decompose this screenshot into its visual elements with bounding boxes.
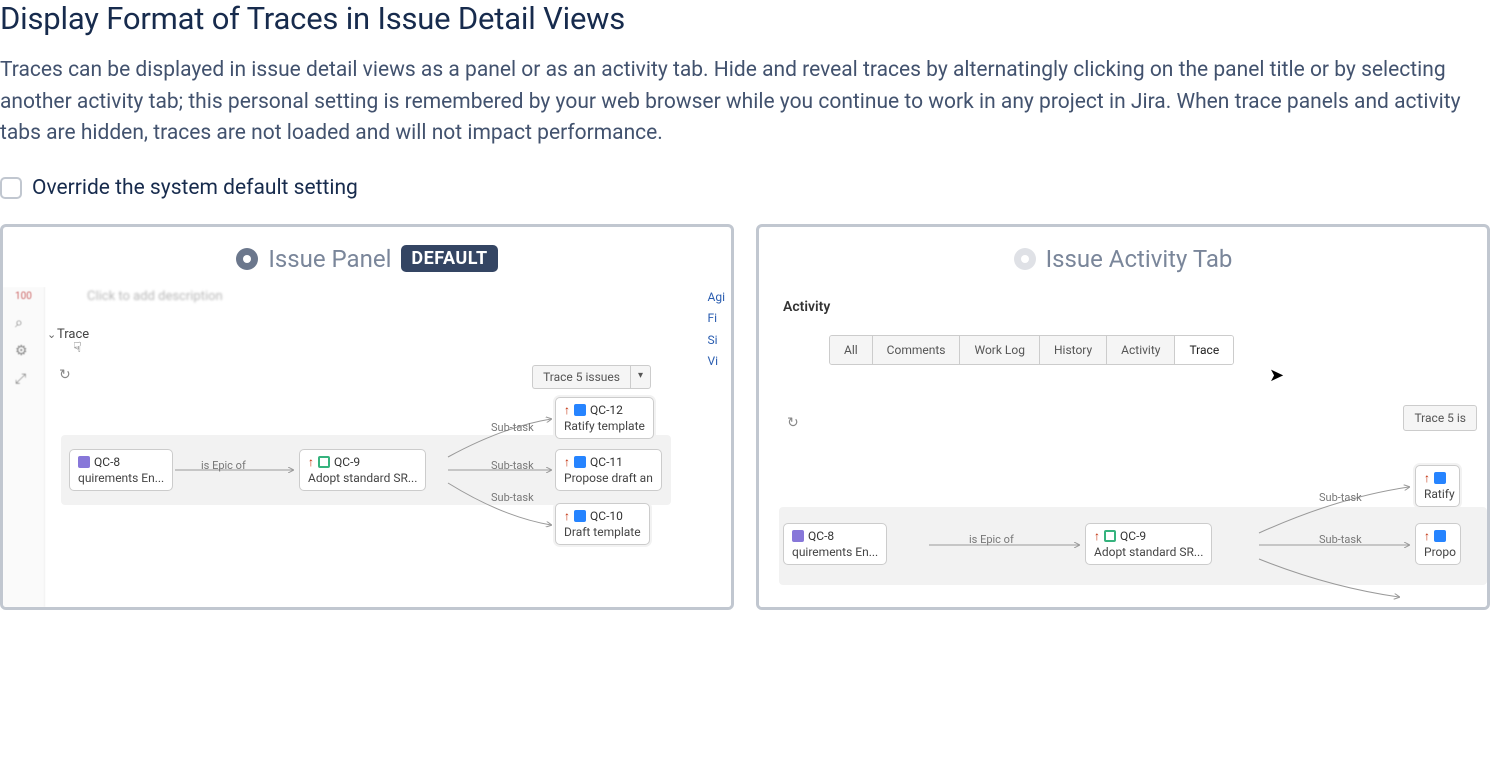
rail-label: 100 [15, 291, 33, 305]
override-checkbox[interactable] [0, 177, 22, 199]
option-header: Issue Activity Tab [759, 227, 1487, 287]
subtask-icon [574, 404, 586, 416]
tab-activity: Activity [1107, 336, 1175, 364]
trace-count-label: Trace 5 issues [532, 365, 630, 389]
tab-history: History [1040, 336, 1107, 364]
node-key: QC-8 [94, 455, 120, 469]
node-title: Propo [1424, 545, 1456, 559]
trace-count-button: Trace 5 issues ▾ [532, 365, 651, 389]
trace-node-qc11: ↑ QC-11 Propose draft an [555, 449, 662, 491]
radio-dot-icon [243, 255, 251, 263]
chevron-down-icon: ⌄ [47, 328, 56, 341]
link-item: Agi [708, 287, 725, 309]
trace-node-qc8: QC-8 quirements En... [69, 449, 173, 491]
subtask-icon [574, 510, 586, 522]
radio-issue-panel[interactable] [236, 248, 258, 270]
subtask-icon [1434, 472, 1446, 484]
radio-issue-activity-tab[interactable] [1014, 248, 1036, 270]
priority-icon: ↑ [1424, 471, 1430, 485]
priority-icon: ↑ [564, 509, 570, 523]
preview-left-rail: 100 ⌕ ⚙ ⤢ [3, 287, 45, 607]
option-title: Issue Panel [268, 245, 391, 273]
edge-label: is Epic of [201, 459, 246, 472]
subtask-icon [1434, 530, 1446, 542]
node-key: QC-11 [590, 455, 623, 469]
priority-icon: ↑ [564, 403, 570, 417]
option-issue-activity-tab[interactable]: Issue Activity Tab Activity All Comments… [756, 224, 1490, 610]
trace-node-partial-1: ↑ Ratify [1415, 465, 1460, 507]
trace-node-qc9: ↑ QC-9 Adopt standard SR... [299, 449, 426, 491]
radio-dot-icon [1021, 255, 1029, 263]
override-setting-row: Override the system default setting [0, 176, 1490, 200]
trace-node-qc10: ↑ QC-10 Draft template [555, 503, 650, 545]
activity-section-title: Activity [783, 299, 830, 315]
default-badge: DEFAULT [401, 245, 497, 272]
node-title: Propose draft an [564, 471, 653, 485]
right-sidebar-links: Agi Fi Si Vi [708, 287, 725, 373]
page-description: Traces can be displayed in issue detail … [0, 55, 1480, 150]
tab-worklog: Work Log [960, 336, 1039, 364]
edge-label: is Epic of [969, 533, 1014, 546]
issue-panel-preview: 100 ⌕ ⚙ ⤢ Click to add description ⌄ Tra… [3, 287, 731, 607]
trace-node-partial-2: ↑ Propo [1415, 523, 1461, 565]
chevron-down-icon: ▾ [630, 365, 651, 389]
node-title: quirements En... [792, 545, 878, 559]
hand-cursor-icon: ☟ [73, 340, 82, 356]
node-key: QC-9 [1120, 529, 1146, 543]
node-title: Ratify [1424, 487, 1455, 501]
option-header: Issue Panel DEFAULT [3, 227, 731, 287]
epic-icon [78, 456, 90, 468]
node-title: Draft template [564, 525, 641, 539]
edge-label: Sub-task [491, 459, 534, 472]
link-item: Vi [708, 351, 725, 373]
activity-tab-preview: Activity All Comments Work Log History A… [759, 287, 1487, 607]
priority-icon: ↑ [308, 455, 314, 469]
gear-icon: ⚙ [15, 343, 33, 357]
story-icon [318, 456, 330, 468]
story-icon [1104, 530, 1116, 542]
node-title: Adopt standard SR... [1094, 545, 1203, 559]
refresh-icon: ↻ [787, 415, 799, 431]
epic-icon [792, 530, 804, 542]
trace-node-qc9: ↑ QC-9 Adopt standard SR... [1085, 523, 1212, 565]
description-placeholder: Click to add description [87, 289, 223, 304]
trace-count-button: Trace 5 is [1403, 405, 1477, 431]
node-key: QC-10 [590, 509, 623, 523]
cursor-icon: ➤ [1269, 365, 1284, 386]
subtask-icon [574, 456, 586, 468]
node-title: Adopt standard SR... [308, 471, 417, 485]
override-label: Override the system default setting [32, 176, 358, 200]
node-key: QC-8 [808, 529, 834, 543]
option-title: Issue Activity Tab [1046, 245, 1233, 273]
edge-label: Sub-task [491, 421, 534, 434]
edge-label: Sub-task [491, 491, 534, 504]
edge-label: Sub-task [1319, 533, 1362, 546]
node-key: QC-12 [590, 403, 623, 417]
trace-node-qc12: ↑ QC-12 Ratify template [555, 397, 654, 439]
tab-all: All [830, 336, 873, 364]
option-issue-panel[interactable]: Issue Panel DEFAULT 100 ⌕ ⚙ ⤢ Click to a… [0, 224, 734, 610]
trace-node-qc8: QC-8 quirements En... [783, 523, 887, 565]
priority-icon: ↑ [1424, 529, 1430, 543]
node-key: QC-9 [334, 455, 360, 469]
search-icon: ⌕ [15, 315, 33, 329]
priority-icon: ↑ [564, 455, 570, 469]
page-title: Display Format of Traces in Issue Detail… [0, 0, 1490, 37]
refresh-icon: ↻ [59, 367, 71, 383]
expand-icon: ⤢ [15, 371, 33, 385]
edge-label: Sub-task [1319, 491, 1362, 504]
tab-comments: Comments [873, 336, 961, 364]
priority-icon: ↑ [1094, 529, 1100, 543]
display-format-options: Issue Panel DEFAULT 100 ⌕ ⚙ ⤢ Click to a… [0, 224, 1490, 610]
activity-tabs: All Comments Work Log History Activity T… [829, 335, 1234, 365]
node-title: Ratify template [564, 419, 645, 433]
node-title: quirements En... [78, 471, 164, 485]
tab-trace: Trace [1175, 336, 1233, 364]
link-item: Fi [708, 308, 725, 330]
link-item: Si [708, 330, 725, 352]
